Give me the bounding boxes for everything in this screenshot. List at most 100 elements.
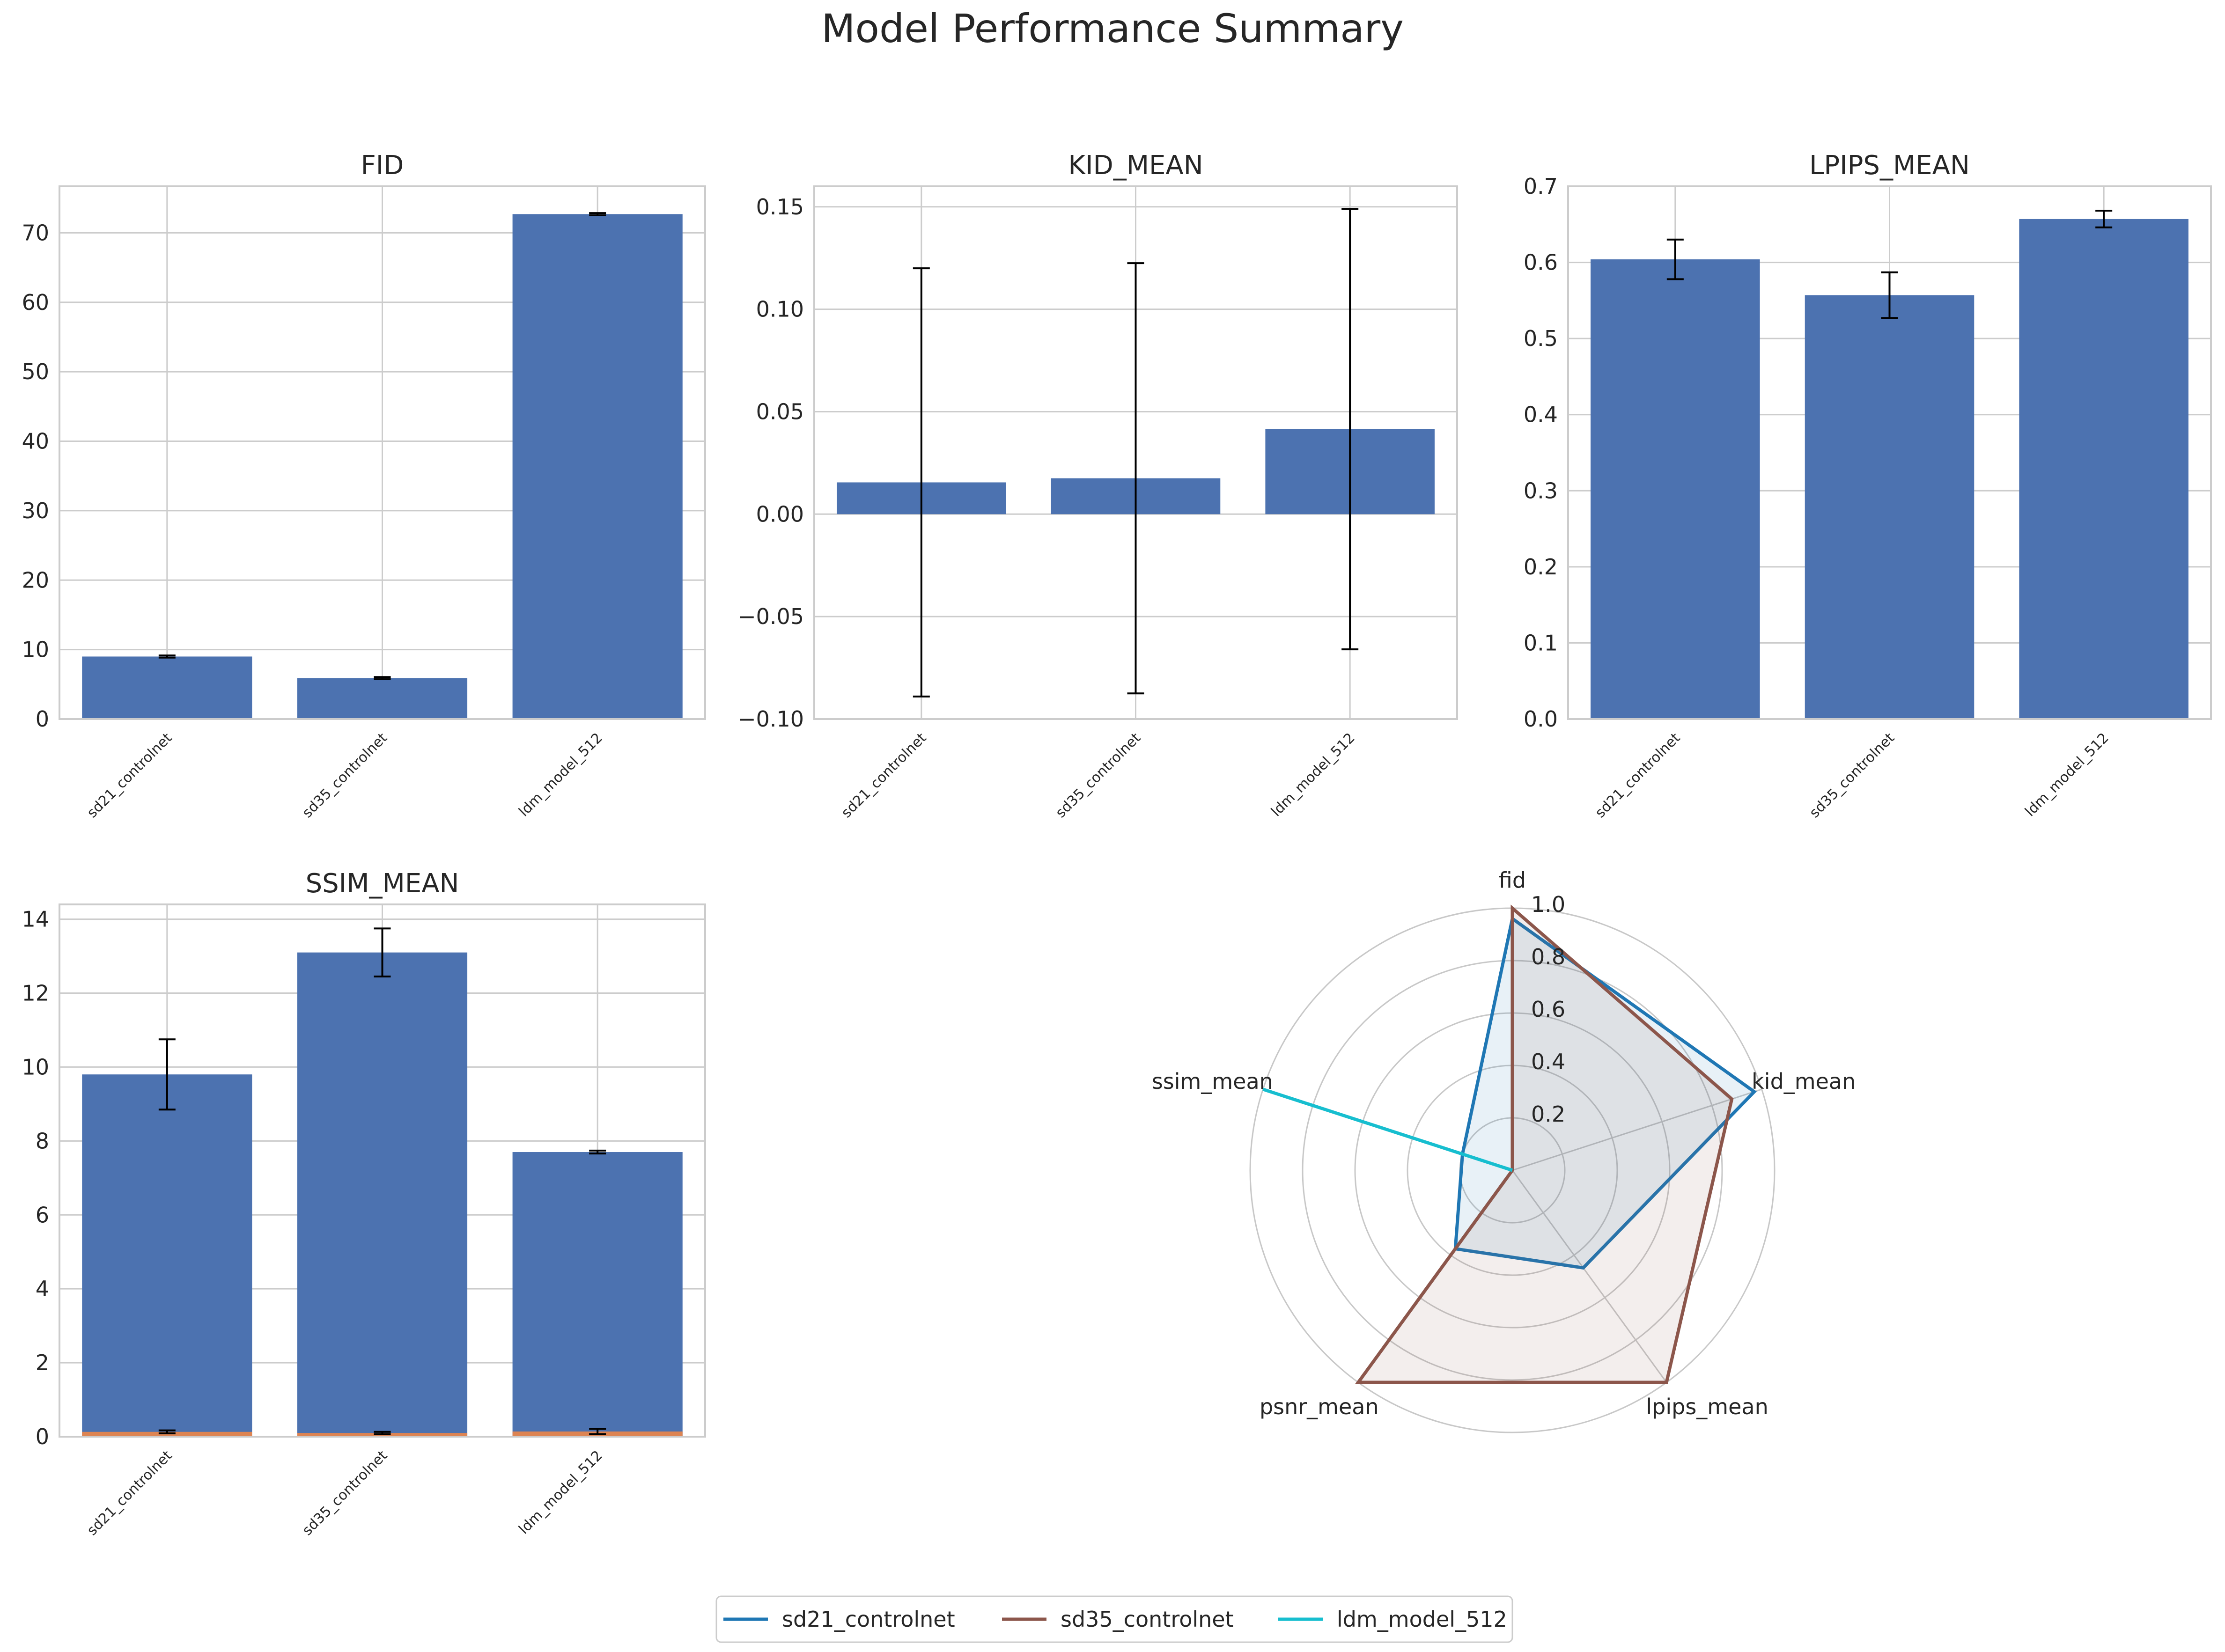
error-bar-sd35_controlnet bbox=[374, 676, 391, 680]
y-tick-label: 12 bbox=[22, 981, 49, 1006]
axes-frame bbox=[59, 903, 706, 1438]
error-bar-sd21_controlnet bbox=[158, 654, 176, 659]
radar-r-tick-label: 0.2 bbox=[1531, 1101, 1565, 1127]
legend-item-sd21_controlnet: sd21_controlnet bbox=[723, 1607, 955, 1632]
bar-sd21_controlnet bbox=[82, 656, 252, 719]
error-bar-ldm_model_512 bbox=[589, 1149, 606, 1155]
error-bar-sd21_controlnet bbox=[913, 267, 930, 698]
radar-r-tick-label: 0.6 bbox=[1531, 997, 1565, 1022]
radar-axis-label-kid_mean: kid_mean bbox=[1752, 1069, 1856, 1094]
bar-sd35_controlnet bbox=[297, 952, 468, 1437]
y-tick-label: 30 bbox=[22, 498, 49, 523]
x-tick-label: ldm_model_512 bbox=[2022, 730, 2112, 820]
y-tick-label: 0.15 bbox=[756, 194, 804, 220]
y-tick-label: 0.4 bbox=[1524, 402, 1558, 427]
y-tick-label: 0.05 bbox=[756, 399, 804, 424]
y-tick-label: 10 bbox=[22, 637, 49, 662]
bar-ldm_model_512 bbox=[512, 1152, 683, 1437]
error-bar-sd21_controlnet bbox=[1666, 238, 1684, 280]
error-bar-sd21_controlnet bbox=[158, 1038, 176, 1111]
bar-sd35_controlnet bbox=[297, 678, 468, 719]
radar-r-tick-label: 1.0 bbox=[1531, 892, 1565, 917]
error-bar-ldm_model_512 bbox=[1341, 208, 1359, 651]
y-tick-label: 2 bbox=[36, 1350, 49, 1375]
panel-title: FID bbox=[361, 150, 404, 181]
bar-sd21_controlnet bbox=[82, 1074, 252, 1437]
y-tick-label: 0.3 bbox=[1524, 478, 1558, 503]
radar-spoke bbox=[1512, 1088, 1762, 1171]
bar-ldm_model_512 bbox=[512, 214, 683, 719]
y-tick-label: 0.2 bbox=[1524, 554, 1558, 580]
bar-chart-fid: 0 10 20 30 40 50 60 70 sd21_controlnet sd35_contr… bbox=[22, 150, 706, 821]
x-tick-label: sd35_controlnet bbox=[1806, 730, 1898, 821]
y-tick-label: 0.0 bbox=[1524, 706, 1558, 732]
y-tick-label: 10 bbox=[22, 1054, 49, 1079]
bar-chart-lpips_mean: 0.0 0.1 0.2 0.3 0.4 0.5 0.6 0.7 sd21_controlnet s… bbox=[1524, 150, 2212, 821]
radar-r-tick-label: 0.4 bbox=[1531, 1049, 1565, 1074]
legend-label: sd21_controlnet bbox=[782, 1607, 955, 1632]
radar-series-sd35_controlnet bbox=[1355, 904, 1734, 1384]
x-tick-label: sd21_controlnet bbox=[838, 730, 929, 821]
y-tick-label: 0.10 bbox=[756, 297, 804, 322]
legend-item-sd35_controlnet: sd35_controlnet bbox=[1002, 1607, 1234, 1632]
radar-axis-label-ssim_mean: ssim_mean bbox=[1152, 1069, 1273, 1094]
error-bar-ldm_model_512 bbox=[2095, 210, 2113, 228]
y-tick-label: 60 bbox=[22, 290, 49, 315]
legend-box bbox=[715, 1595, 1513, 1643]
bar-sd21_controlnet bbox=[1591, 259, 1760, 719]
x-tick-label: sd35_controlnet bbox=[299, 730, 390, 821]
y-tick-label: 0 bbox=[36, 1424, 49, 1449]
radar-series-sd21_controlnet bbox=[1453, 916, 1757, 1270]
y-tick-label: 70 bbox=[22, 220, 49, 245]
y-tick-label: 6 bbox=[36, 1202, 49, 1227]
radar-r-tick-label: 0.8 bbox=[1531, 944, 1565, 969]
y-tick-label: −0.05 bbox=[738, 604, 804, 629]
legend-item-ldm_model_512: ldm_model_512 bbox=[1278, 1607, 1507, 1632]
panel-title: KID_MEAN bbox=[1068, 150, 1203, 181]
x-tick-label: sd21_controlnet bbox=[84, 1447, 175, 1539]
axes-frame bbox=[1567, 185, 2212, 720]
radar-axis-label-psnr_mean: psnr_mean bbox=[1260, 1394, 1379, 1419]
bar-chart-ssim_mean: 0 2 4 6 8 10 12 14 sd21_controlnet sd35_controlne… bbox=[22, 868, 706, 1539]
error-bar-secondary-ldm_model_512 bbox=[589, 1428, 606, 1435]
y-tick-label: 0.7 bbox=[1524, 174, 1558, 199]
y-tick-label: 4 bbox=[36, 1276, 49, 1301]
error-bar-secondary-sd35_controlnet bbox=[374, 1431, 391, 1435]
panel-title: LPIPS_MEAN bbox=[1809, 150, 1970, 181]
y-tick-label: 0 bbox=[36, 706, 49, 732]
y-tick-label: 50 bbox=[22, 359, 49, 384]
y-tick-label: 0.00 bbox=[756, 501, 804, 527]
bar-sd35_controlnet bbox=[1805, 295, 1975, 719]
axes-frame bbox=[813, 185, 1458, 720]
x-tick-label: ldm_model_512 bbox=[1268, 730, 1358, 820]
error-bar-sd35_controlnet bbox=[1127, 262, 1144, 695]
panel-title: SSIM_MEAN bbox=[306, 868, 459, 899]
legend-label: sd35_controlnet bbox=[1061, 1607, 1234, 1632]
x-tick-label: ldm_model_512 bbox=[516, 1447, 606, 1538]
error-bar-sd35_controlnet bbox=[1881, 271, 1898, 319]
legend: sd21_controlnet sd35_controlnet ldm_model_… bbox=[715, 1595, 1513, 1643]
error-bar-sd35_controlnet bbox=[374, 927, 391, 977]
x-tick-label: sd35_controlnet bbox=[1053, 730, 1144, 821]
error-bar-ldm_model_512 bbox=[589, 212, 606, 216]
radar-spoke bbox=[1511, 1170, 1667, 1383]
x-tick-label: ldm_model_512 bbox=[516, 730, 606, 820]
bar-chart-kid_mean: −0.10 −0.05 0.00 0.05 0.10 0.15 sd21_controlne… bbox=[738, 150, 1458, 821]
figure-title: Model Performance Summary bbox=[821, 6, 1404, 51]
y-tick-label: 14 bbox=[22, 907, 49, 932]
y-tick-label: 20 bbox=[22, 567, 49, 593]
radar-axis-label-fid: fid bbox=[1499, 867, 1526, 893]
radar-axis-label-lpips_mean: lpips_mean bbox=[1646, 1394, 1768, 1419]
x-tick-label: sd21_controlnet bbox=[1592, 730, 1683, 821]
y-tick-label: 0.5 bbox=[1524, 326, 1558, 351]
y-tick-label: 40 bbox=[22, 429, 49, 454]
x-tick-label: sd21_controlnet bbox=[84, 730, 175, 821]
y-tick-label: 0.1 bbox=[1524, 630, 1558, 655]
y-tick-label: 0.6 bbox=[1524, 250, 1558, 275]
bar-ldm_model_512 bbox=[2019, 219, 2188, 719]
legend-label: ldm_model_512 bbox=[1337, 1607, 1507, 1632]
error-bar-secondary-sd21_controlnet bbox=[158, 1429, 176, 1434]
radar-series-ldm_model_512 bbox=[1262, 1087, 1513, 1172]
